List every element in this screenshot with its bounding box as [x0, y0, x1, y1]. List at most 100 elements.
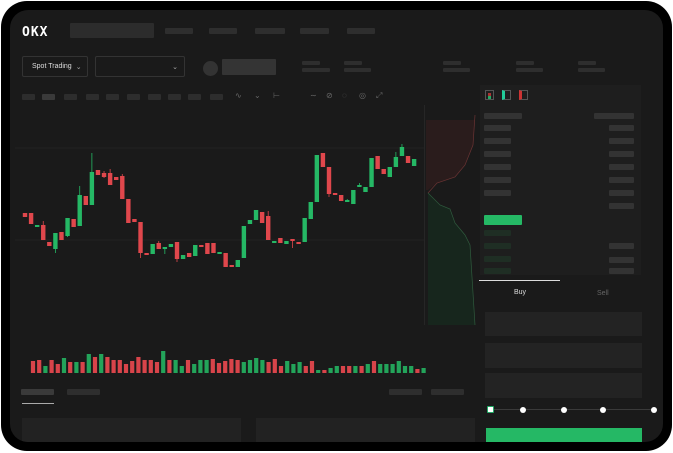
search-bar[interactable]: [70, 23, 154, 38]
candle-body: [332, 193, 338, 195]
timeframe-button[interactable]: [148, 94, 161, 100]
slider-step[interactable]: [651, 407, 657, 413]
leverage-slider[interactable]: [487, 406, 657, 413]
ask-amount: [609, 190, 634, 196]
tab-open-orders[interactable]: [21, 389, 54, 395]
candle: [405, 156, 411, 163]
candle-body: [223, 253, 228, 267]
timeframe-button[interactable]: [127, 94, 140, 100]
orderbook-both-icon[interactable]: [485, 90, 494, 100]
pair-dropdown[interactable]: ⌄: [95, 56, 185, 77]
candle-body: [101, 173, 107, 177]
ask-amount: [609, 125, 634, 131]
volume-bar: [142, 360, 147, 373]
tab-buy[interactable]: Buy: [514, 289, 527, 296]
timeframe-button[interactable]: [64, 94, 77, 100]
bid-price: [484, 256, 511, 262]
nav-item[interactable]: [347, 28, 375, 34]
candle: [393, 152, 399, 167]
timeframe-button[interactable]: [168, 94, 181, 100]
volume-bar: [254, 358, 259, 373]
chevron-down-icon[interactable]: ⌄: [254, 91, 261, 100]
ask-price: [484, 125, 511, 131]
volume-bar: [148, 360, 153, 373]
draw-icon[interactable]: ⊢: [273, 91, 280, 100]
candle: [199, 245, 204, 247]
nav-item[interactable]: [300, 28, 329, 34]
candle: [138, 222, 143, 258]
timeframe-button[interactable]: [42, 94, 55, 100]
volume-bar: [316, 370, 321, 373]
nav-item[interactable]: [255, 28, 285, 34]
volume-bar: [365, 364, 370, 373]
bid-amount: [609, 243, 634, 249]
volume-bar: [285, 361, 290, 373]
candle: [345, 199, 350, 202]
nav-item[interactable]: [165, 28, 193, 34]
price-chart[interactable]: [10, 105, 480, 385]
candle: [144, 253, 149, 255]
candle: [193, 245, 198, 256]
divider: [424, 105, 425, 325]
fullscreen-icon[interactable]: ⤢: [376, 91, 383, 100]
buy-button[interactable]: [486, 428, 642, 442]
volume-bar: [359, 366, 364, 373]
candle: [77, 186, 82, 226]
volume-bar: [198, 360, 203, 373]
orderbook-bids-icon[interactable]: [502, 90, 511, 100]
candle-body: [290, 239, 295, 241]
candle: [95, 170, 101, 175]
ask-amount: [609, 177, 634, 183]
draw-icon[interactable]: ⊘: [326, 91, 333, 100]
slider-step[interactable]: [600, 407, 606, 413]
okx-logo[interactable]: OKX: [22, 25, 49, 40]
candle: [381, 169, 386, 174]
filter-button[interactable]: [389, 389, 422, 395]
candle-body: [95, 170, 101, 175]
timeframe-button[interactable]: [22, 94, 35, 100]
candle-body: [241, 226, 247, 258]
candle: [180, 255, 186, 259]
candle: [332, 193, 338, 195]
settings-icon[interactable]: ◎: [359, 91, 366, 100]
candle-body: [107, 173, 113, 185]
spot-trading-dropdown[interactable]: Spot Trading ⌄: [22, 56, 88, 77]
price-header: [484, 113, 522, 119]
slider-handle[interactable]: [487, 406, 494, 413]
candle-body: [253, 210, 259, 220]
candle-body: [186, 253, 192, 257]
candle: [326, 167, 332, 197]
tab-history[interactable]: [67, 389, 100, 395]
indicator-icon[interactable]: ∿: [235, 91, 242, 100]
timeframe-button[interactable]: [210, 94, 223, 100]
candle-body: [22, 213, 28, 217]
timeframe-button[interactable]: [188, 94, 201, 100]
timeframe-button[interactable]: [86, 94, 99, 100]
slider-step[interactable]: [520, 407, 526, 413]
candle-body: [338, 195, 344, 201]
candle: [22, 213, 28, 217]
bid-price: [484, 268, 511, 274]
volume-bar: [409, 366, 414, 373]
volume-bar: [130, 361, 135, 373]
volume-bar: [55, 364, 60, 373]
timeframe-button[interactable]: [106, 94, 119, 100]
filter-button[interactable]: [431, 389, 464, 395]
candle-body: [326, 167, 332, 194]
line-icon[interactable]: ∼: [310, 91, 317, 100]
candle: [126, 199, 131, 223]
camera-icon[interactable]: ◌: [342, 91, 347, 100]
candle: [71, 219, 76, 227]
slider-step[interactable]: [561, 407, 567, 413]
price-input[interactable]: [485, 312, 642, 336]
candle-body: [369, 158, 374, 187]
bid-amount: [609, 257, 634, 263]
nav-item[interactable]: [209, 28, 237, 34]
amount-input[interactable]: [485, 343, 642, 368]
candle-body: [132, 219, 137, 222]
orderbook-asks-icon[interactable]: [519, 90, 528, 100]
total-input[interactable]: [485, 373, 642, 398]
volume-bar: [260, 360, 265, 373]
volume-bar: [154, 362, 160, 373]
tab-sell[interactable]: Sell: [597, 290, 609, 297]
